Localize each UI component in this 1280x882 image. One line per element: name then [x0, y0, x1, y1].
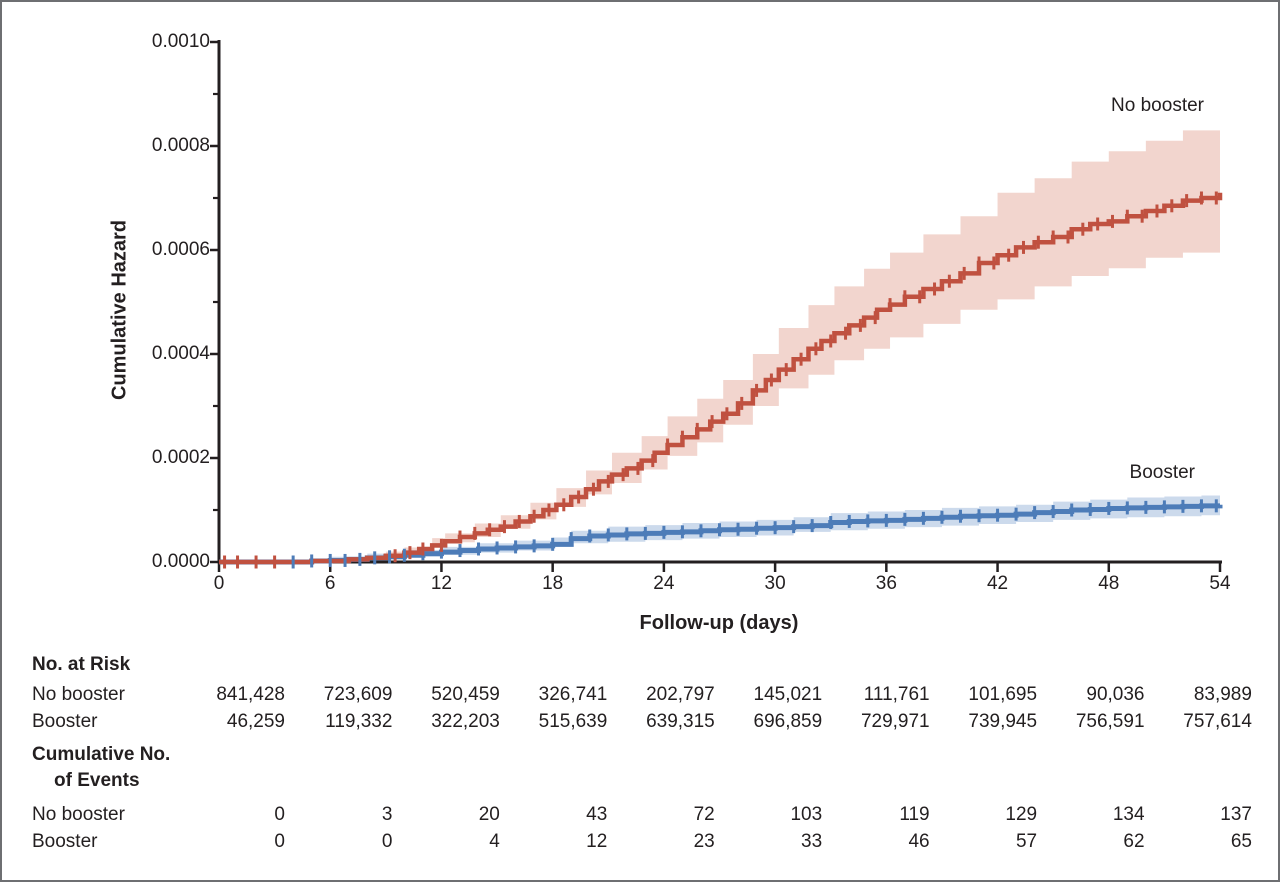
table-cell: 0 — [274, 804, 285, 825]
y-tick-label: 0.0006 — [151, 239, 210, 260]
x-tick-label: 42 — [986, 573, 1009, 594]
table-cell: 43 — [586, 804, 608, 825]
table-row-label: No booster — [32, 804, 125, 825]
table-cell: 90,036 — [1086, 684, 1145, 705]
table-cell: 33 — [801, 831, 823, 852]
table-cell: 639,315 — [646, 711, 715, 732]
table-cell: 46 — [908, 831, 930, 852]
x-tick-label: 48 — [1098, 573, 1120, 594]
table-cell: 119 — [899, 804, 930, 825]
table-cell: 739,945 — [968, 711, 1038, 732]
table-cell: 20 — [478, 804, 500, 825]
table-cell: 322,203 — [431, 711, 500, 732]
y-tick-label: 0.0010 — [151, 31, 210, 52]
confidence-band — [348, 122, 1220, 561]
table-cell: 101,695 — [968, 684, 1038, 705]
table-cell: 841,428 — [216, 684, 285, 705]
x-axis-title: Follow-up (days) — [639, 612, 799, 634]
table-cell: 145,021 — [753, 684, 823, 705]
table-cell: 757,614 — [1183, 711, 1252, 732]
table-cell: 103 — [790, 804, 823, 825]
table-row-label: Booster — [32, 711, 98, 732]
table-cell: 520,459 — [431, 684, 500, 705]
y-tick-label: 0.0004 — [151, 343, 210, 364]
table-cell: 129 — [1005, 804, 1038, 825]
table-cell: 72 — [693, 804, 715, 825]
x-tick-label: 12 — [430, 573, 452, 594]
events-header-line1: Cumulative No. — [32, 744, 171, 765]
curve-label-no-booster: No booster — [1111, 95, 1204, 116]
table-cell: 46,259 — [226, 711, 285, 732]
table-cell: 137 — [1220, 804, 1252, 825]
table-cell: 12 — [586, 831, 608, 852]
x-tick-label: 0 — [213, 573, 225, 594]
x-tick-label: 30 — [764, 573, 786, 594]
y-tick-label: 0.0008 — [151, 135, 210, 156]
table-cell: 65 — [1230, 831, 1252, 852]
table-row-label: Booster — [32, 831, 98, 852]
table-row-label: No booster — [32, 684, 125, 705]
table-cell: 3 — [381, 804, 393, 825]
x-tick-label: 18 — [542, 573, 564, 594]
y-tick-label: 0.0000 — [151, 551, 210, 572]
table-cell: 729,971 — [860, 711, 930, 732]
table-cell: 756,591 — [1075, 711, 1145, 732]
table-cell: 57 — [1015, 831, 1038, 852]
table-cell: 4 — [489, 831, 500, 852]
x-tick-label: 36 — [875, 573, 897, 594]
table-cell: 723,609 — [323, 684, 393, 705]
table-cell: 23 — [693, 831, 715, 852]
table-cell: 696,859 — [753, 711, 823, 732]
table-cell: 83,989 — [1193, 684, 1252, 705]
table-cell: 111,761 — [863, 684, 930, 705]
table-cell: 134 — [1112, 804, 1145, 825]
table-cell: 0 — [274, 831, 285, 852]
table-cell: 202,797 — [646, 684, 715, 705]
table-cell: 326,741 — [538, 684, 608, 705]
table-cell: 62 — [1123, 831, 1145, 852]
risk-table-header: No. at Risk — [32, 654, 131, 675]
table-cell: 119,332 — [325, 711, 393, 732]
x-tick-label: 24 — [653, 573, 675, 594]
x-tick-label: 6 — [324, 573, 336, 594]
y-axis-title: Cumulative Hazard — [108, 219, 131, 401]
events-header-line2: of Events — [54, 770, 140, 791]
table-cell: 0 — [381, 831, 393, 852]
curve-label-booster: Booster — [1129, 462, 1195, 483]
y-tick-label: 0.0002 — [151, 447, 210, 468]
x-tick-label: 54 — [1209, 573, 1231, 594]
table-cell: 515,639 — [538, 711, 608, 732]
